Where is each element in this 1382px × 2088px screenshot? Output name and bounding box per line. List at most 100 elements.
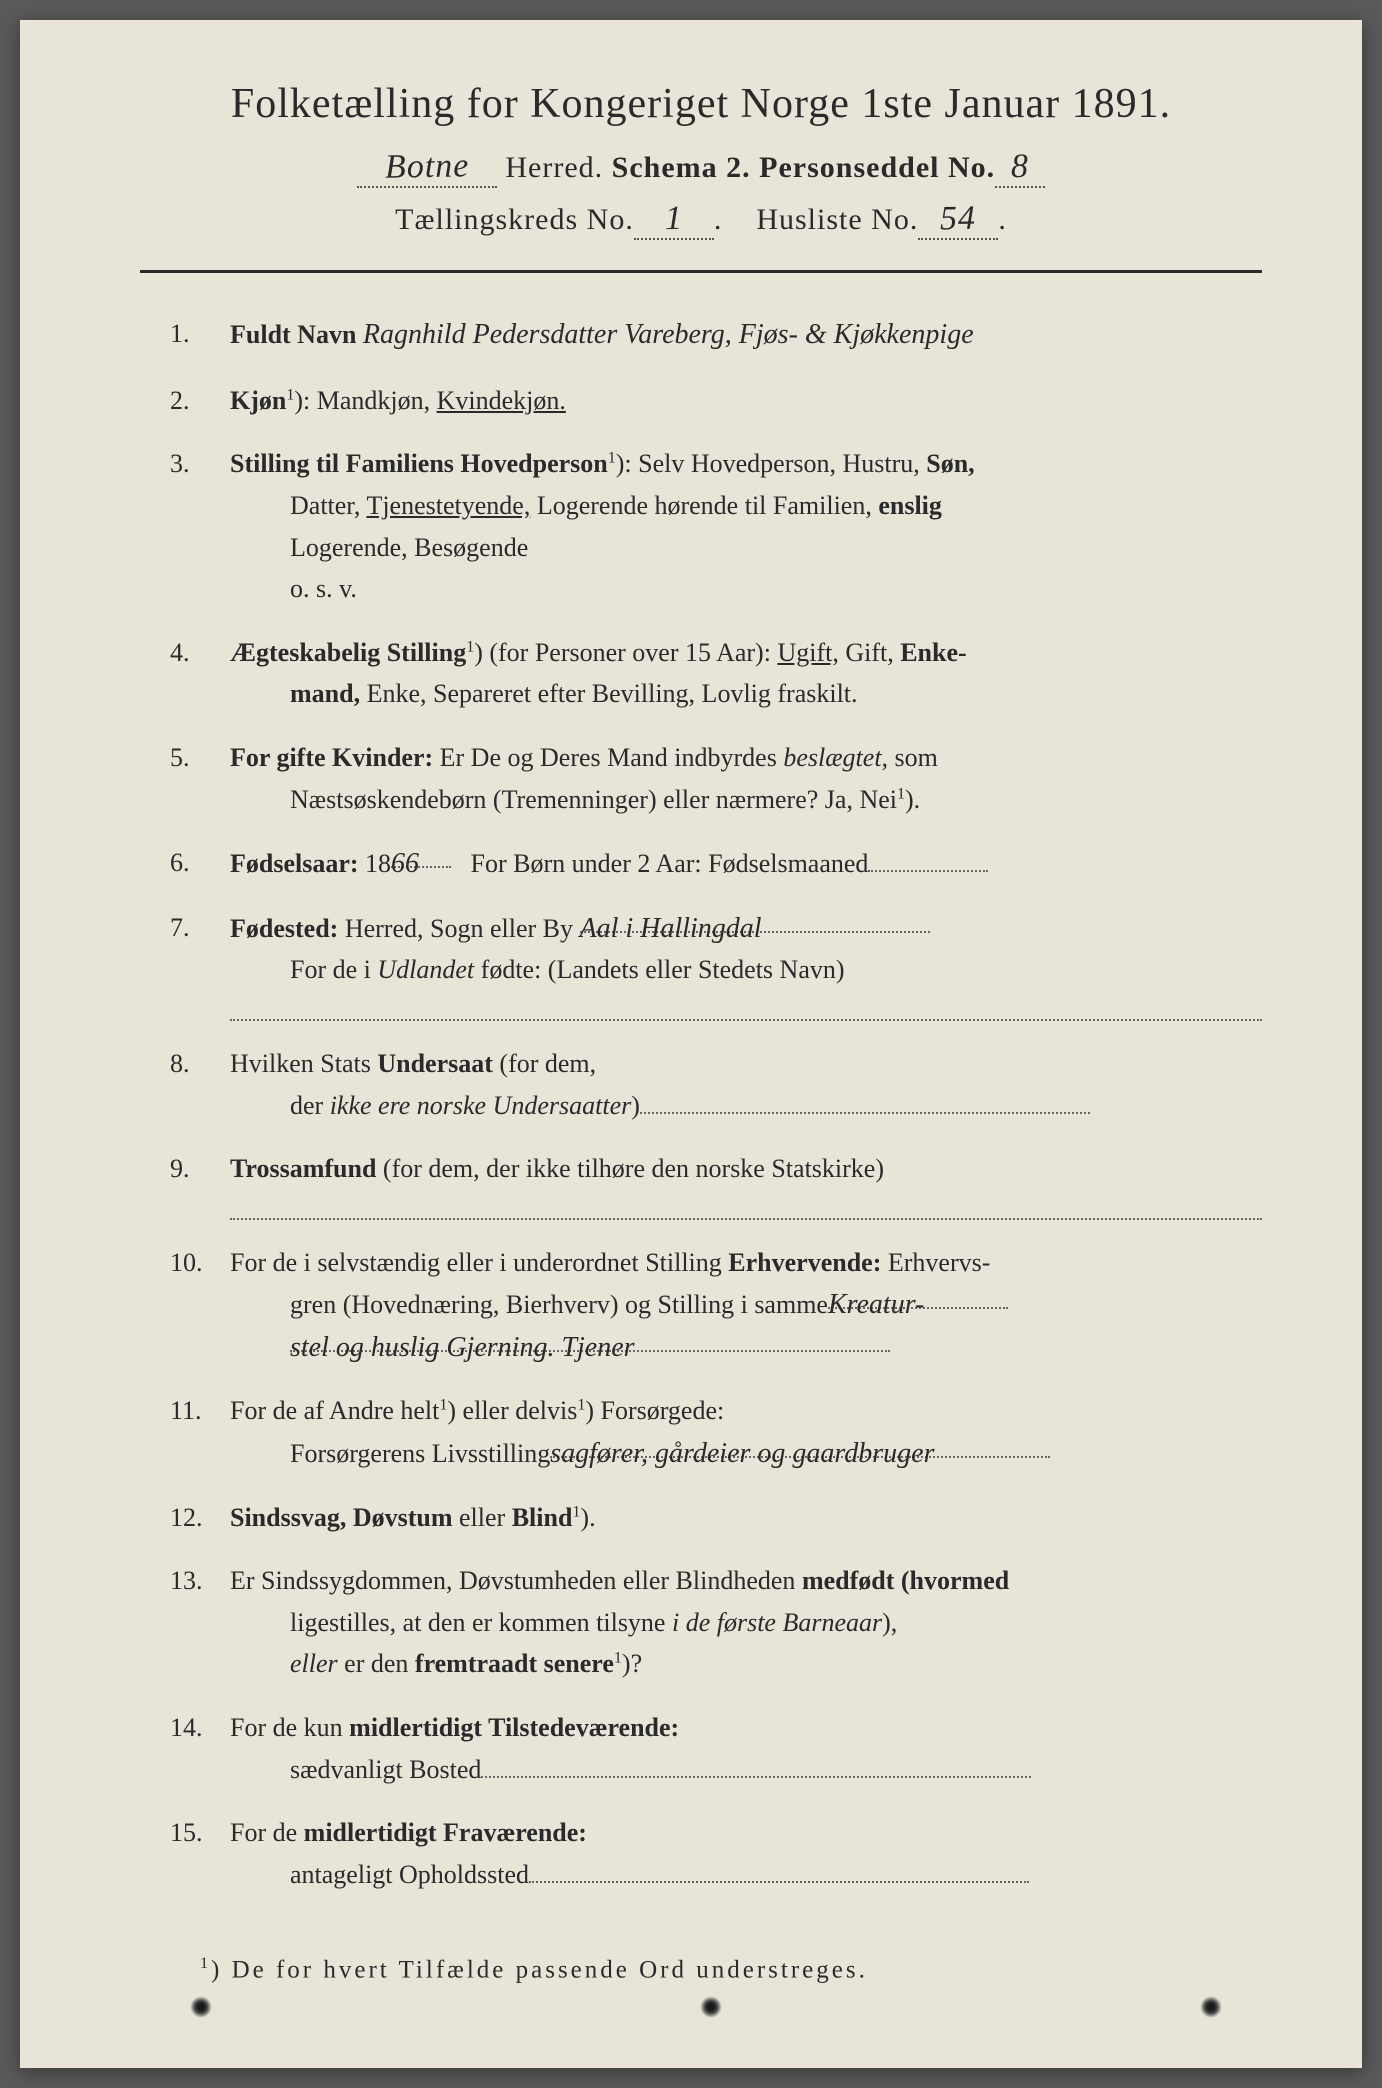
line2: ligestilles, at den er kommen tilsyne i … [230,1602,1262,1644]
label: Fødselsaar: [230,849,359,878]
underlined: Ugift, [777,638,838,667]
husliste-label: Husliste No. [756,203,918,236]
line3: eller er den fremtraadt senere1)? [230,1643,1262,1685]
text: For de [230,1818,304,1847]
line2: For de i Udlandet fødte: (Landets eller … [230,949,1262,991]
item-num: 2. [170,380,230,422]
blank-line [230,997,1262,1021]
bold: medfødt (hvormed [802,1566,1009,1595]
personseddel-hw: 8 [1011,148,1030,186]
item-num: 1. [170,313,230,358]
item-2: 2. Kjøn1): Mandkjøn, Kvindekjøn. [170,380,1262,422]
herred-label: Herred. [505,151,603,184]
text: Herred, Sogn eller By [338,914,579,943]
item-10: 10. For de i selvstændig eller i underor… [170,1242,1262,1369]
item-num: 13. [170,1560,230,1685]
label: Sindssvag, Døvstum [230,1503,453,1532]
bold: Blind [512,1503,573,1532]
item-8: 8. Hvilken Stats Undersaat (for dem, der… [170,1043,1262,1126]
line2: Forsørgerens Livsstillingsagfører, gårde… [230,1432,1262,1475]
form-header: Folketælling for Kongeriget Norge 1ste J… [140,80,1262,240]
text: For de af Andre helt [230,1396,439,1425]
item-num: 3. [170,443,230,609]
item-body: For de midlertidigt Fraværende: antageli… [230,1812,1262,1895]
underlined: Kvindekjøn. [437,386,566,415]
item-body: Stilling til Familiens Hovedperson1): Se… [230,443,1262,609]
text: (for dem, [493,1049,596,1078]
name-handwritten: Ragnhild Pedersdatter Vareberg, Fjøs- & … [363,319,974,350]
text: ) eller delvis [447,1396,577,1425]
item-7: 7. Fødested: Herred, Sogn eller By Aal i… [170,907,1262,1021]
kreds-line: Tællingskreds No.1. Husliste No.54. [140,200,1262,240]
label: Trossamfund [230,1154,376,1183]
kreds-label: Tællingskreds No. [395,203,634,236]
label: Fødested: [230,914,338,943]
line2: mand, Enke, Separeret efter Bevilling, L… [230,673,1262,715]
text: 18 [359,849,392,878]
footnote-text: ) De for hvert Tilfælde passende Ord und… [211,1957,868,1984]
item-body: For de i selvstændig eller i underordnet… [230,1242,1262,1369]
item-body: Er Sindssygdommen, Døvstumheden eller Bl… [230,1560,1262,1685]
item-3: 3. Stilling til Familiens Hovedperson1):… [170,443,1262,609]
italic: beslægtet, [783,743,888,772]
text: For de kun [230,1713,349,1742]
herred-handwritten: Botne [384,147,469,186]
line2: Næstsøskendebørn (Tremenninger) eller næ… [230,779,1262,821]
text: ): Selv Hovedperson, Hustru, [616,449,927,478]
item-body: Fuldt Navn Ragnhild Pedersdatter Vareber… [230,313,1262,358]
item-num: 11. [170,1390,230,1474]
census-form-page: Folketælling for Kongeriget Norge 1ste J… [20,20,1362,2068]
text: ). [580,1503,595,1532]
label: midlertidigt Tilstedeværende: [349,1713,679,1742]
item-num: 9. [170,1148,230,1220]
blank [868,846,988,872]
punch-hole-icon [700,1996,722,2018]
line2: gren (Hovednæring, Bierhverv) og Stillin… [230,1283,1262,1326]
label: Undersaat [377,1049,493,1078]
footnote: 1) De for hvert Tilfælde passende Ord un… [140,1955,1262,1984]
bold: Enke- [900,638,966,667]
line2: Datter, Tjenestetyende, Logerende hørend… [230,485,1262,527]
text: eller [453,1503,512,1532]
text: som [888,743,938,772]
text: Hvilken Stats [230,1049,377,1078]
text: ): Mandkjøn, [294,386,436,415]
main-title: Folketælling for Kongeriget Norge 1ste J… [140,80,1262,128]
text: Er Sindssygdommen, Døvstumheden eller Bl… [230,1566,802,1595]
text: ) Forsørgede: [585,1396,724,1425]
text: ) (for Personer over 15 Aar): [474,638,777,667]
item-6: 6. Fødselsaar: 1866 For Børn under 2 Aar… [170,842,1262,885]
line3: stel og huslig Gjerning. Tjener [230,1326,1262,1369]
year-hw: 66 [391,848,419,879]
text: For Børn under 2 Aar: Fødselsmaaned [464,849,868,878]
label: Erhvervende: [728,1248,881,1277]
line2: der ikke ere norske Undersaatter) [230,1085,1262,1127]
kreds-hw: 1 [664,200,683,238]
item-14: 14. For de kun midlertidigt Tilstedevære… [170,1707,1262,1790]
item-num: 15. [170,1812,230,1895]
line2: sædvanligt Bosted [230,1749,1262,1791]
label: Fuldt Navn [230,320,356,349]
line2: antageligt Opholdssted [230,1854,1262,1896]
item-11: 11. For de af Andre helt1) eller delvis1… [170,1390,1262,1474]
item-body: Fødested: Herred, Sogn eller By Aal i Ha… [230,907,1262,1021]
husliste-hw: 54 [940,200,977,239]
item-body: Sindssvag, Døvstum eller Blind1). [230,1497,1262,1539]
item-body: Ægteskabelig Stilling1) (for Personer ov… [230,632,1262,715]
item-num: 4. [170,632,230,715]
place-hw: Aal i Hallingdal [580,913,762,944]
item-num: 14. [170,1707,230,1790]
bold: Søn, [926,449,974,478]
label: Kjøn [230,386,286,415]
item-15: 15. For de midlertidigt Fraværende: anta… [170,1812,1262,1895]
item-body: Trossamfund (for dem, der ikke tilhøre d… [230,1148,1262,1220]
footnote-sup: 1 [200,1955,211,1972]
text: Gift, [839,638,900,667]
item-body: For de af Andre helt1) eller delvis1) Fo… [230,1390,1262,1474]
item-1: 1. Fuldt Navn Ragnhild Pedersdatter Vare… [170,313,1262,358]
line3: Logerende, Besøgende [230,527,1262,569]
item-12: 12. Sindssvag, Døvstum eller Blind1). [170,1497,1262,1539]
item-body: Kjøn1): Mandkjøn, Kvindekjøn. [230,380,1262,422]
label: For gifte Kvinder: [230,743,433,772]
item-4: 4. Ægteskabelig Stilling1) (for Personer… [170,632,1262,715]
